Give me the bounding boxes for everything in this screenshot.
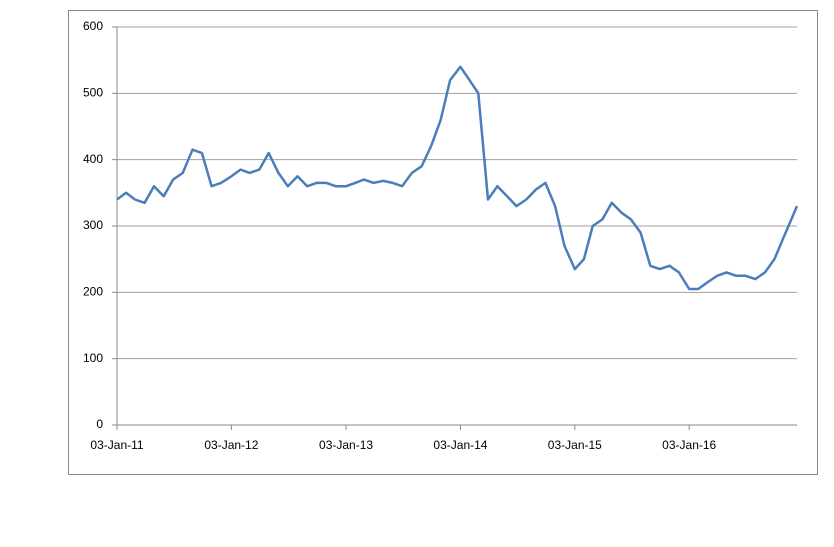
y-tick-label: 600	[83, 19, 103, 33]
x-tick-label: 03-Jan-14	[433, 438, 487, 452]
y-tick-label: 500	[83, 86, 103, 100]
x-tick-label: 03-Jan-11	[90, 438, 143, 452]
x-tick-label: 03-Jan-15	[548, 438, 602, 452]
y-tick-label: 200	[83, 285, 103, 299]
x-tick-label: 03-Jan-16	[662, 438, 716, 452]
y-tick-label: 100	[83, 351, 103, 365]
x-tick-label: 03-Jan-12	[204, 438, 258, 452]
line-series	[116, 65, 799, 291]
y-tick-label: 0	[96, 417, 103, 431]
chart-frame	[68, 10, 818, 475]
y-tick-label: 400	[83, 152, 103, 166]
x-tick-label: 03-Jan-13	[319, 438, 373, 452]
y-tick-label: 300	[83, 218, 103, 232]
